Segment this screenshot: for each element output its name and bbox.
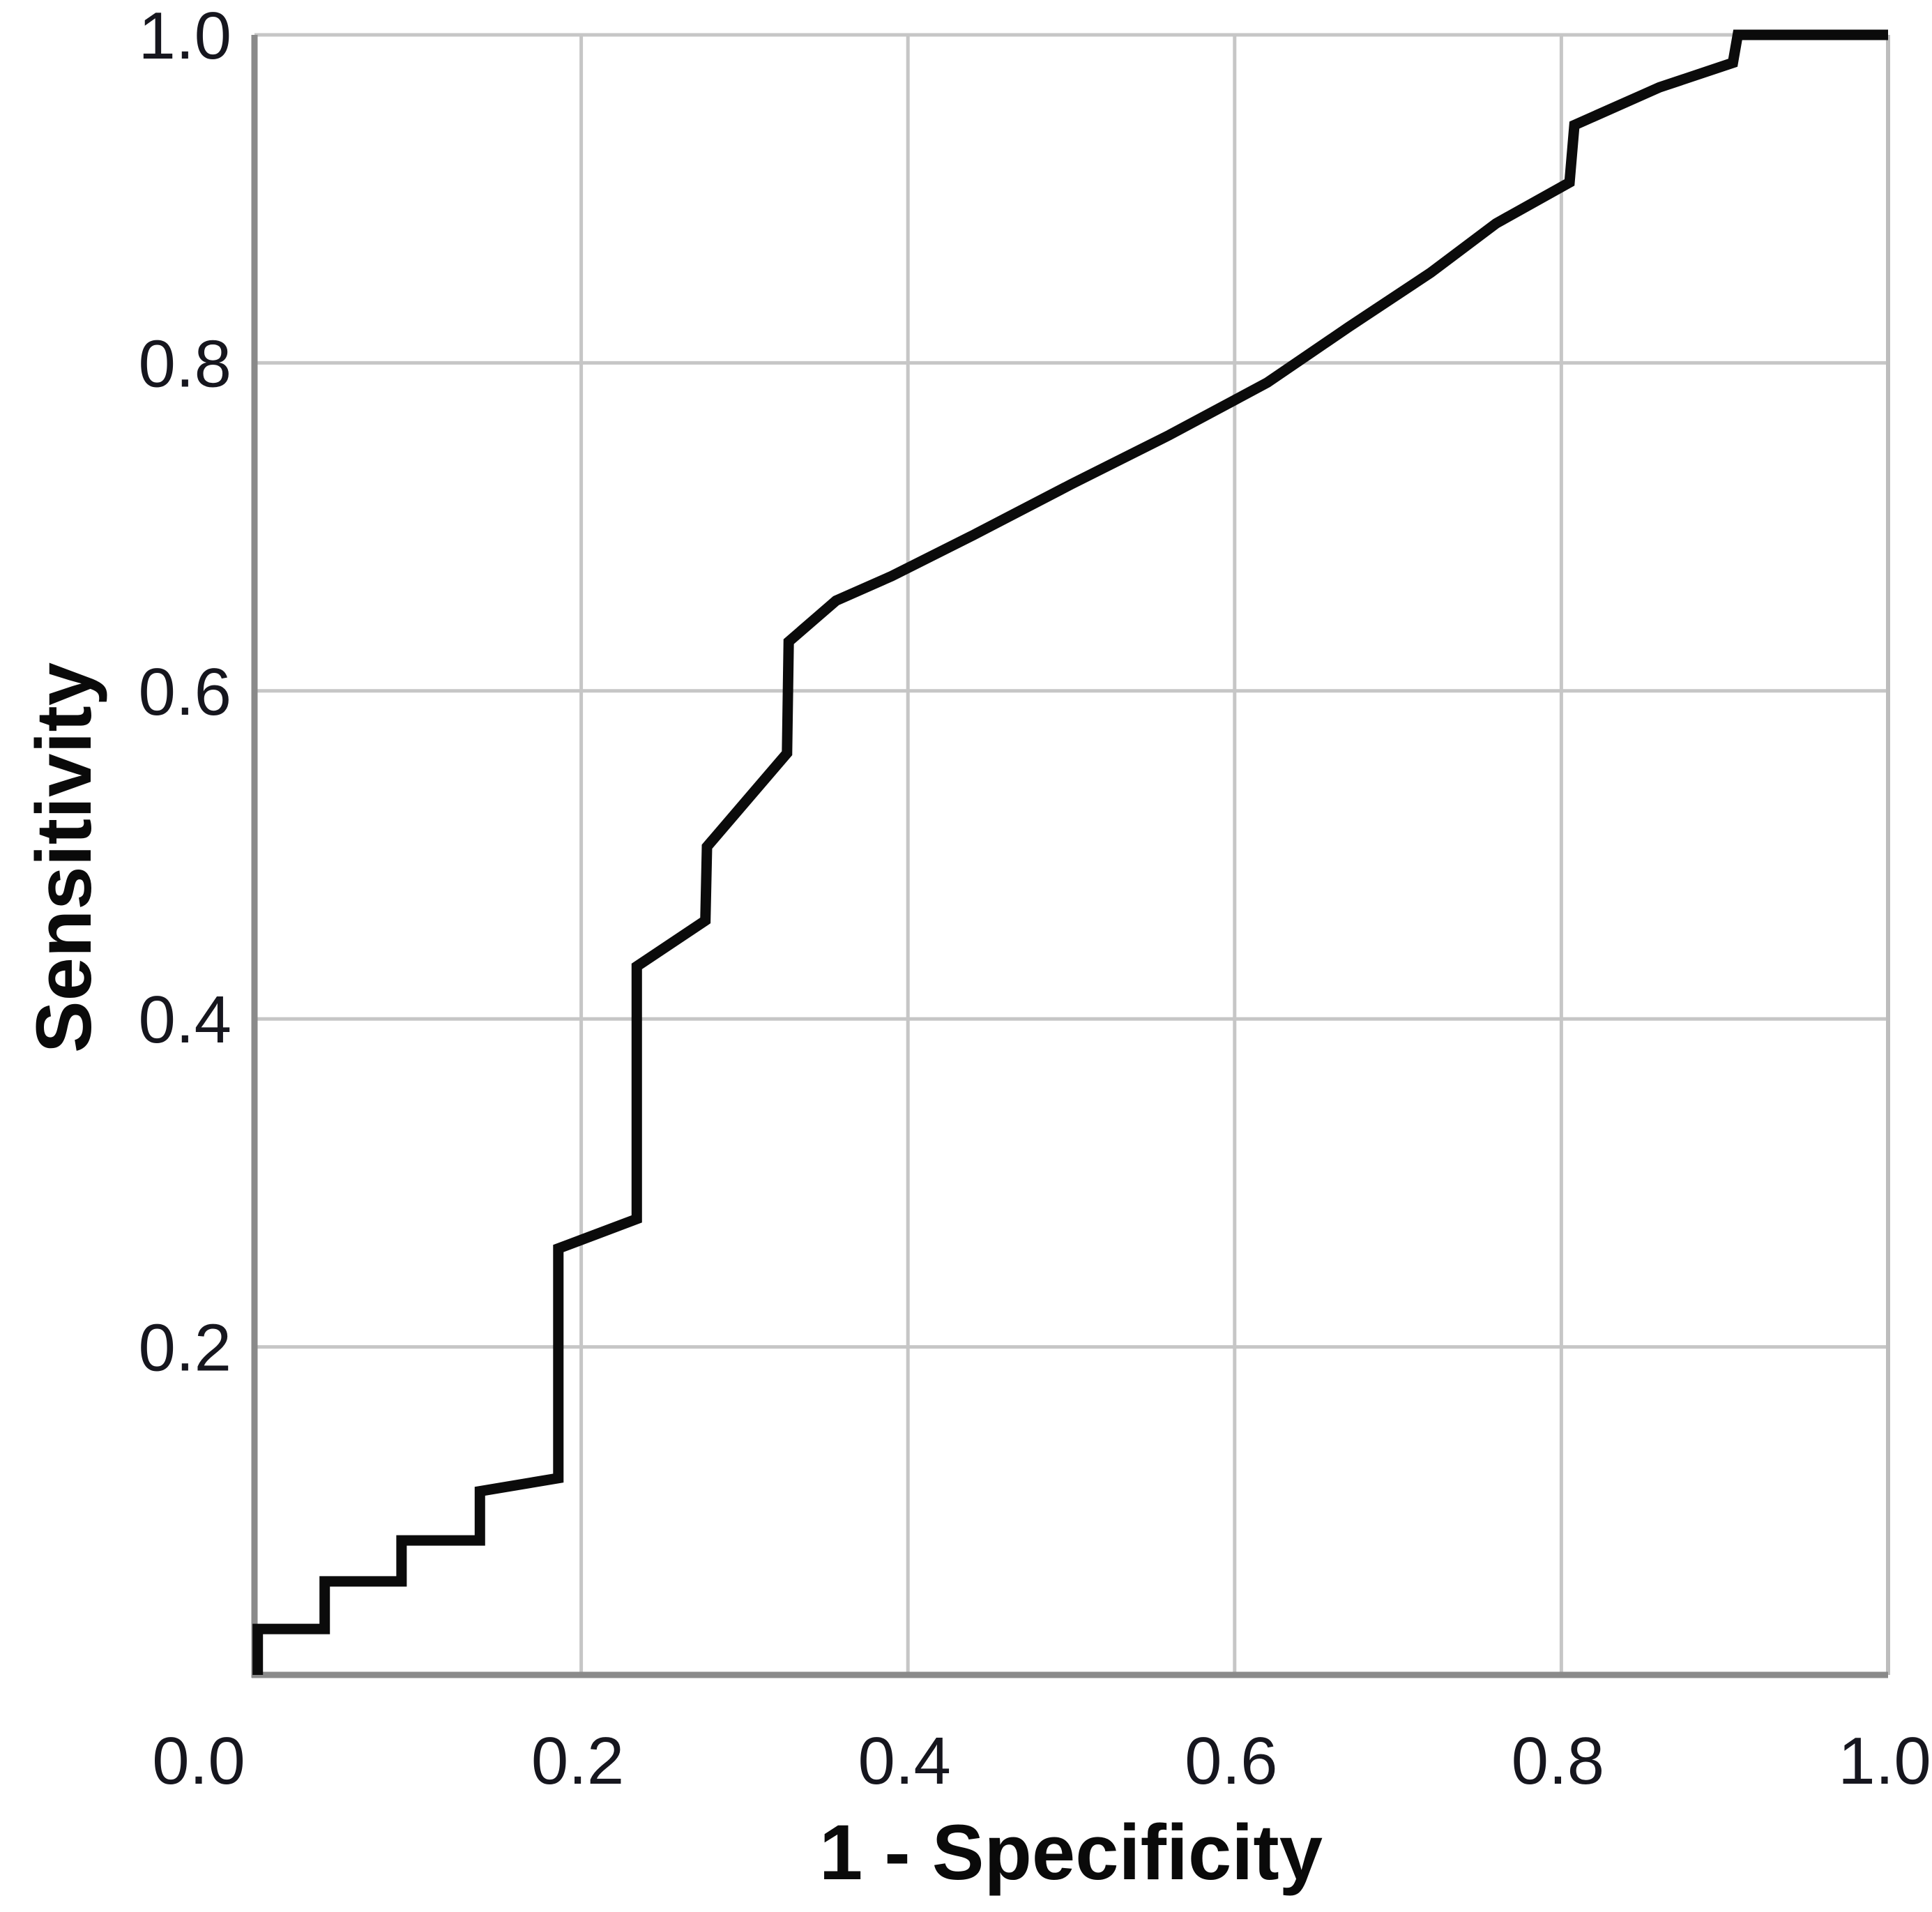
x-tick-label: 0.4 xyxy=(858,1724,950,1798)
x-tick-label: 0.2 xyxy=(531,1724,624,1798)
y-tick-label: 0.6 xyxy=(139,655,231,729)
x-tick-label: 0.0 xyxy=(152,1724,245,1798)
y-tick-label: 0.4 xyxy=(139,982,231,1057)
y-tick-label: 0.8 xyxy=(139,326,231,401)
axes-layer xyxy=(251,35,1888,1678)
x-tick-label: 1.0 xyxy=(1838,1724,1931,1798)
tick-labels-layer: 0.0 0.2 0.4 0.6 0.8 1.0 1.0 0.8 0.6 0.4 0.2 xyxy=(139,0,1931,1798)
y-axis-title: Sensitivity xyxy=(20,662,107,1053)
x-axis-title: 1 - Specificity xyxy=(819,1809,1323,1896)
gridlines-layer xyxy=(254,33,1890,1675)
y-tick-label: 0.2 xyxy=(139,1311,231,1386)
y-tick-label: 1.0 xyxy=(139,0,231,73)
curve-layer xyxy=(252,29,1888,1675)
x-tick-label: 0.8 xyxy=(1512,1724,1604,1798)
x-tick-label: 0.6 xyxy=(1185,1724,1277,1798)
roc-curve-line xyxy=(252,29,1888,1675)
